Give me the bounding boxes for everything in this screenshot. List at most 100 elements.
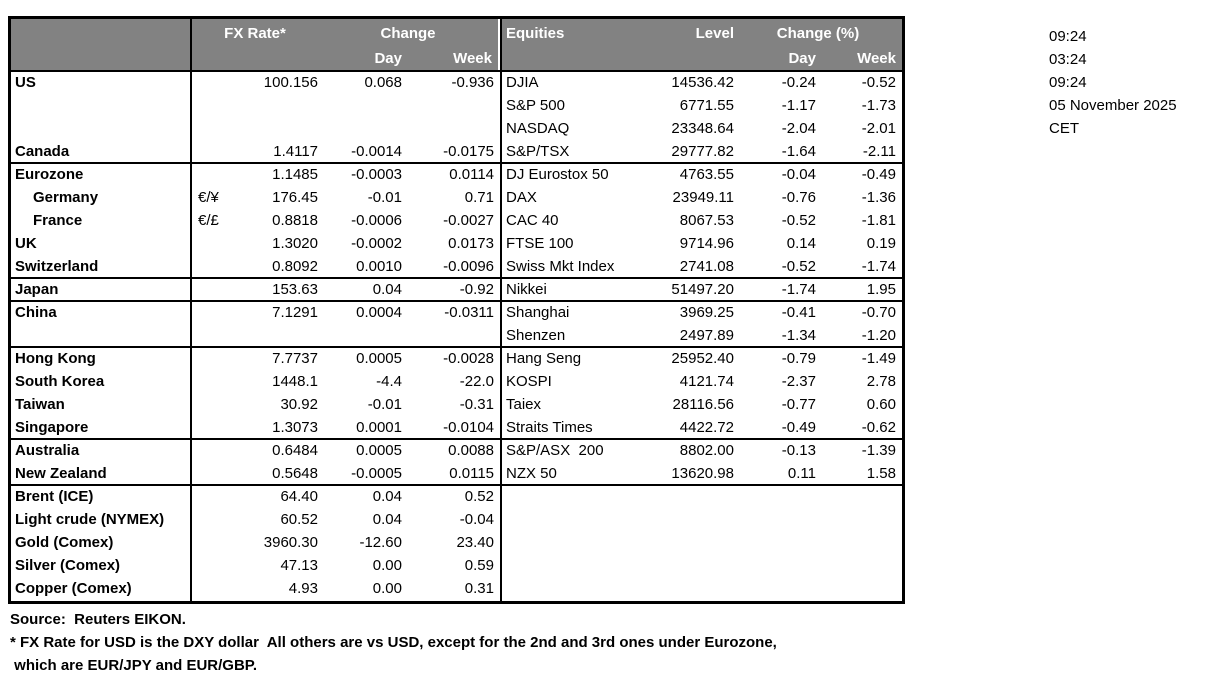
fx-change-week-value: 0.31 bbox=[464, 580, 494, 597]
table-row: NASDAQ 23348.64 -2.04 -2.01 bbox=[11, 118, 902, 141]
equity-index-label: Hang Seng bbox=[500, 348, 642, 371]
fx-pair-label bbox=[192, 440, 230, 463]
fx-change-day-value: -0.0006 bbox=[351, 212, 402, 229]
fx-change-week-value: 0.52 bbox=[464, 488, 494, 505]
equity-change-week-value: -1.74 bbox=[861, 258, 896, 275]
table-row: US 100.156 0.068 -0.936 DJIA 14536.42 -0.24 -0.… bbox=[11, 72, 902, 95]
equity-index-label bbox=[500, 578, 642, 601]
fx-change-week-value: -22.0 bbox=[459, 373, 494, 390]
equity-change-day-value: -0.13 bbox=[781, 442, 816, 459]
fx-rate-value bbox=[230, 118, 318, 141]
fx-pair-label bbox=[192, 417, 230, 438]
equity-level-value: 8067.53 bbox=[679, 212, 734, 229]
equity-index-label: KOSPI bbox=[500, 371, 642, 394]
fx-change-day-value: 0.0001 bbox=[356, 419, 402, 436]
table-row: Brent (ICE) 64.40 0.04 0.52 bbox=[11, 486, 902, 509]
fx-change-day-value: 0.068 bbox=[364, 74, 402, 91]
equity-level-value: 4121.74 bbox=[679, 373, 734, 390]
table-row: New Zealand 0.5648 -0.0005 0.0115 NZX 50 1362… bbox=[11, 463, 902, 486]
equity-change-week-value: -0.70 bbox=[861, 304, 896, 321]
equity-level-value: 2497.89 bbox=[679, 327, 734, 344]
table-row: Silver (Comex) 47.13 0.00 0.59 bbox=[11, 555, 902, 578]
fx-region-label: Silver (Comex) bbox=[11, 555, 192, 578]
equity-change-week-value bbox=[816, 532, 902, 555]
equity-change-day-value: -0.41 bbox=[781, 304, 816, 321]
header-equities: Equities bbox=[500, 19, 642, 47]
fx-region-label: Eurozone bbox=[11, 164, 192, 187]
timestamp-line: 03:24 bbox=[1049, 51, 1087, 68]
timestamp-line: 05 November 2025 bbox=[1049, 97, 1177, 114]
equity-index-label: Straits Times bbox=[500, 417, 642, 438]
equity-index-label: NASDAQ bbox=[500, 118, 642, 141]
fx-change-day-value: 0.00 bbox=[372, 580, 402, 597]
equity-level-value: 25952.40 bbox=[671, 350, 734, 367]
fx-change-week-value: -0.92 bbox=[459, 281, 494, 298]
fx-rate-value: 100.156 bbox=[263, 74, 318, 91]
fx-change-day-value bbox=[318, 325, 402, 346]
fx-region-label: Canada bbox=[11, 141, 192, 162]
equity-index-label: S&P/ASX 200 bbox=[500, 440, 642, 463]
equity-change-day-value bbox=[734, 486, 816, 509]
fx-change-day-value: -0.01 bbox=[367, 189, 402, 206]
table-row: South Korea 1448.1 -4.4 -22.0 KOSPI 4121.74 -2… bbox=[11, 371, 902, 394]
fx-change-day-value: -4.4 bbox=[376, 373, 402, 390]
fx-change-day-value: 0.0010 bbox=[356, 258, 402, 275]
equity-index-label bbox=[500, 509, 642, 532]
fx-region-label: US bbox=[11, 72, 192, 95]
fx-pair-label bbox=[192, 532, 230, 555]
equity-index-label: Taiex bbox=[500, 394, 642, 417]
equity-level-value: 23348.64 bbox=[671, 120, 734, 137]
timestamp-line: 09:24 bbox=[1049, 74, 1087, 91]
fx-rate-value: 1.3073 bbox=[272, 419, 318, 436]
fx-change-day-value: 0.0005 bbox=[356, 350, 402, 367]
fx-rate-value: 1.3020 bbox=[272, 235, 318, 252]
equity-change-week-value: 2.78 bbox=[866, 373, 896, 390]
equity-change-week-value: -1.39 bbox=[861, 442, 896, 459]
table-row: Gold (Comex) 3960.30 -12.60 23.40 bbox=[11, 532, 902, 555]
equity-change-week-value: -1.81 bbox=[861, 212, 896, 229]
equity-level-value bbox=[642, 555, 734, 578]
equity-change-day-value: -0.52 bbox=[781, 258, 816, 275]
fx-region-label: Gold (Comex) bbox=[11, 532, 192, 555]
equity-level-value bbox=[642, 532, 734, 555]
equity-level-value: 51497.20 bbox=[671, 281, 734, 298]
fx-change-day-value: -0.0003 bbox=[351, 166, 402, 183]
table-row: France €/£ 0.8818 -0.0006 -0.0027 CAC 40 8067.… bbox=[11, 210, 902, 233]
equity-change-day-value: -1.74 bbox=[781, 281, 816, 298]
fx-rate-value: 7.1291 bbox=[272, 304, 318, 321]
table-header-row-2: Day Week Day Week bbox=[11, 47, 902, 72]
equity-change-day-value bbox=[734, 532, 816, 555]
fx-rate-value: 0.5648 bbox=[272, 465, 318, 482]
fx-region-label: Copper (Comex) bbox=[11, 578, 192, 601]
fx-change-day-value: -12.60 bbox=[359, 534, 402, 551]
fx-change-day-value: -0.0005 bbox=[351, 465, 402, 482]
equity-change-week-value: -0.62 bbox=[861, 419, 896, 436]
equity-change-day-value: -2.04 bbox=[781, 120, 816, 137]
fx-change-week-value: -0.0027 bbox=[443, 212, 494, 229]
fx-region-label bbox=[11, 325, 192, 346]
fx-region-label: Australia bbox=[11, 440, 192, 463]
fx-pair-label bbox=[192, 325, 230, 346]
fx-change-day-value: 0.04 bbox=[372, 488, 402, 505]
equity-level-value: 9714.96 bbox=[679, 235, 734, 252]
table-row: Light crude (NYMEX) 60.52 0.04 -0.04 bbox=[11, 509, 902, 532]
equity-change-week-value: -1.49 bbox=[861, 350, 896, 367]
fx-change-day-value: -0.0014 bbox=[351, 143, 402, 160]
equity-index-label: NZX 50 bbox=[500, 463, 642, 484]
equity-change-day-value: -1.17 bbox=[781, 97, 816, 114]
timestamp-block: 09:24 03:24 09:24 05 November 2025 CET bbox=[1049, 25, 1177, 140]
fx-pair-label bbox=[192, 348, 230, 371]
fx-region-label: Light crude (NYMEX) bbox=[11, 509, 192, 532]
fx-change-day-value: 0.04 bbox=[372, 281, 402, 298]
fx-change-week-value: -0.0104 bbox=[443, 419, 494, 436]
fx-change-day-value bbox=[318, 95, 402, 118]
fx-pair-label bbox=[192, 118, 230, 141]
header-eq-change-pct: Change (%) bbox=[776, 25, 860, 42]
equity-change-day-value bbox=[734, 555, 816, 578]
fx-pair-label bbox=[192, 141, 230, 162]
fx-region-label: Japan bbox=[11, 279, 192, 300]
fx-pair-label: €/£ bbox=[198, 212, 219, 229]
fx-region-label: China bbox=[11, 302, 192, 325]
fx-pair-label bbox=[192, 72, 230, 95]
equity-change-week-value: 0.19 bbox=[866, 235, 896, 252]
